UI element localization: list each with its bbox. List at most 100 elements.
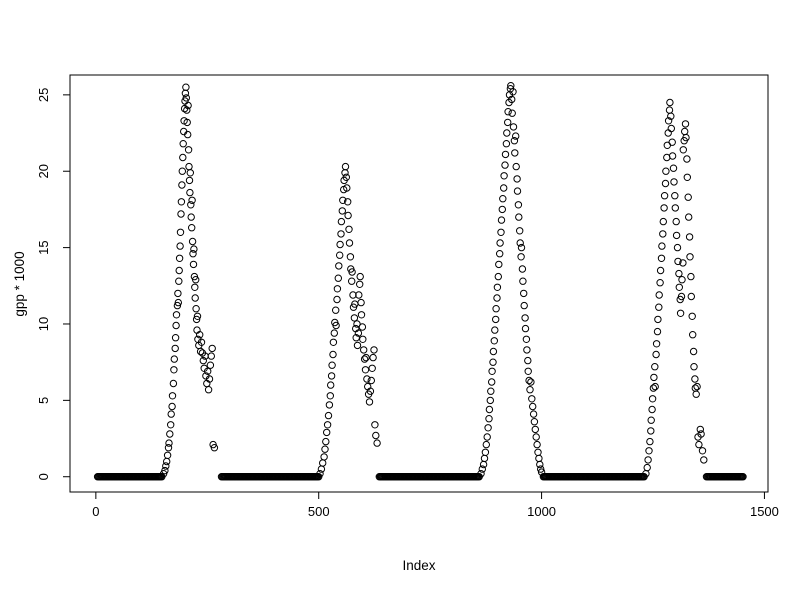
data-point: [672, 217, 680, 226]
data-point: [207, 352, 216, 360]
data-point: [171, 334, 180, 342]
data-point: [682, 133, 690, 142]
data-point: [529, 402, 537, 411]
data-point: [512, 162, 520, 171]
data-point: [686, 253, 694, 261]
data-point: [659, 230, 667, 238]
data-point: [518, 265, 527, 273]
y-tick-label: 0: [36, 473, 51, 480]
data-point: [185, 176, 194, 185]
data-point: [684, 193, 692, 201]
data-point: [323, 428, 331, 437]
data-point: [690, 363, 698, 371]
data-point: [530, 418, 539, 426]
data-point: [191, 283, 199, 291]
data-point: [681, 120, 690, 128]
data-point: [356, 280, 364, 288]
data-point: [500, 184, 508, 192]
data-point: [660, 192, 669, 200]
data-point: [657, 254, 666, 262]
data-point: [165, 439, 173, 447]
data-point: [668, 152, 677, 160]
data-point: [653, 327, 662, 336]
data-point: [362, 353, 370, 362]
data-point: [672, 231, 681, 240]
data-point: [361, 366, 370, 374]
data-point: [189, 260, 198, 269]
data-point: [204, 367, 212, 375]
data-point: [193, 312, 202, 320]
data-point: [359, 335, 367, 343]
data-point: [645, 447, 653, 455]
data-point: [685, 233, 694, 241]
data-point: [320, 453, 328, 461]
data-point: [501, 161, 509, 169]
data-point: [354, 329, 363, 337]
data-point: [534, 448, 542, 456]
data-point: [175, 266, 183, 275]
data-point: [651, 363, 659, 371]
data-point: [656, 279, 664, 287]
data-point: [497, 216, 506, 224]
data-point: [348, 277, 356, 285]
data-point: [174, 298, 183, 307]
data-point: [488, 378, 496, 386]
data-point: [525, 376, 533, 385]
data-point: [197, 338, 206, 346]
data-point: [196, 331, 204, 339]
data-point: [667, 112, 675, 120]
data-point: [360, 355, 369, 363]
data-point: [185, 162, 193, 171]
data-point: [654, 315, 662, 324]
data-point: [673, 243, 682, 252]
x-tick-label: 0: [92, 504, 99, 519]
data-point: [191, 294, 199, 302]
data-point: [345, 225, 353, 234]
data-point: [492, 305, 500, 313]
data-point: [206, 361, 215, 369]
data-point: [689, 331, 697, 339]
data-point: [353, 341, 362, 350]
data-point: [489, 358, 497, 366]
data-point: [681, 127, 689, 136]
data-point: [188, 196, 196, 205]
data-point: [683, 155, 691, 163]
data-point: [531, 425, 539, 434]
data-point: [480, 454, 489, 463]
y-tick-label: 15: [36, 240, 51, 254]
data-point: [652, 350, 660, 359]
data-point: [661, 179, 670, 188]
data-point: [167, 410, 175, 418]
data-point: [332, 306, 340, 314]
data-point: [177, 210, 185, 218]
data-point: [370, 346, 378, 354]
data-point: [660, 204, 668, 212]
data-point: [316, 470, 324, 478]
data-point: [169, 379, 178, 388]
data-point: [492, 315, 500, 324]
data-point: [687, 272, 695, 281]
data-point: [650, 373, 658, 382]
data-point: [656, 266, 665, 275]
data-point: [344, 211, 352, 220]
data-point: [655, 291, 663, 299]
data-point: [186, 188, 194, 197]
data-point: [199, 356, 208, 365]
data-point: [192, 305, 200, 313]
data-point: [336, 240, 344, 249]
data-point: [355, 291, 363, 299]
data-point: [655, 303, 663, 311]
data-point: [683, 173, 691, 182]
plot-box: [69, 74, 769, 493]
data-point: [481, 448, 490, 456]
data-point: [205, 375, 214, 383]
data-point: [322, 437, 330, 446]
data-point: [521, 314, 529, 322]
data-point: [189, 250, 197, 258]
data-point: [489, 347, 498, 356]
data-point: [532, 433, 540, 441]
data-point: [367, 376, 375, 385]
data-point: [187, 201, 195, 209]
data-point: [486, 396, 494, 405]
data-point: [512, 132, 520, 140]
